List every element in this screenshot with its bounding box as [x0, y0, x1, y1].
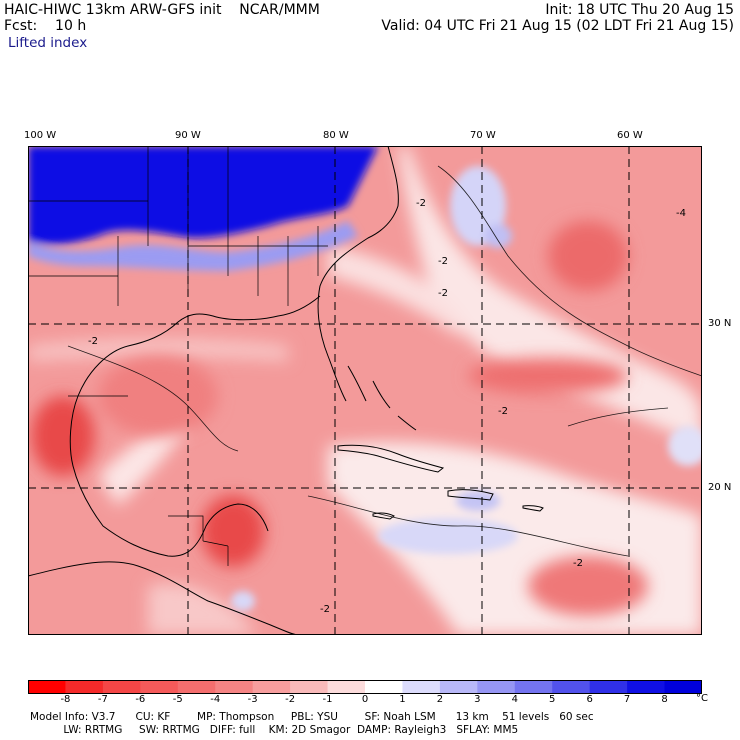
model-title: HAIC-HIWC 13km ARW-GFS init NCAR/MMM [4, 2, 320, 18]
colorbar-swatch [327, 680, 366, 694]
colorbar-tick-label: -1 [322, 694, 333, 705]
lifted-index-map: -2 -2 -2 -2 -2 -2 -2 -4 [28, 146, 702, 635]
contour-label-6: -2 [573, 558, 583, 569]
contour-label-4: -2 [88, 336, 98, 347]
colorbar-tick-label: 0 [361, 694, 369, 705]
blue-patch-hispaniola [456, 491, 500, 511]
colorbar-swatch [102, 680, 141, 694]
red-core-texas [31, 396, 95, 476]
colorbar-swatch [177, 680, 216, 694]
blue-region-usa [28, 146, 378, 245]
colorbar-swatch [290, 680, 329, 694]
colorbar-swatch [439, 680, 478, 694]
lon-label-60w: 60 W [617, 130, 643, 141]
contour-label-2: -2 [438, 256, 448, 267]
colorbar-tick-label: -4 [210, 694, 221, 705]
colorbar-swatch [477, 680, 516, 694]
model-info-line2: LW: RRTMG SW: RRTMG DIFF: full KM: 2D Sm… [30, 724, 519, 736]
red-core-south [528, 556, 648, 616]
colorbar-tick-label: -5 [172, 694, 183, 705]
lat-label-20n: 20 N [708, 482, 732, 493]
colorbar-swatch [589, 680, 628, 694]
coastline-us-east [317, 146, 399, 402]
red-core-atlantic-band [468, 358, 628, 394]
coastline-puerto-rico [522, 505, 544, 512]
pale-gulf-diagonal [98, 424, 188, 506]
blue-fringe-usa [28, 221, 358, 271]
lat-label-30n: 30 N [708, 318, 732, 329]
colorbar-tick-label: -6 [135, 694, 146, 705]
colorbar-swatch [252, 680, 291, 694]
init-time: Init: 18 UTC Thu 20 Aug 15 [545, 2, 734, 18]
colorbar-tick-label: 7 [623, 694, 631, 705]
colorbar-frame [28, 680, 702, 694]
contour-south [307, 495, 629, 557]
pale-pacific [148, 583, 258, 635]
blue-patch-atlantic-2 [484, 224, 512, 248]
colorbar-tick-label: -7 [97, 694, 108, 705]
lon-label-90w: 90 W [175, 130, 201, 141]
colorbar-swatch [65, 680, 104, 694]
coastline-central-america [28, 561, 299, 635]
coastline-jamaica [372, 512, 395, 520]
contour-label-7: -2 [320, 604, 330, 615]
colorbar-tick-label: 1 [399, 694, 406, 705]
field-name: Lifted index [8, 35, 88, 51]
contour-label-1: -2 [416, 198, 426, 209]
blue-patch-central-am [231, 591, 255, 611]
contour-label-8: -4 [676, 208, 686, 219]
colorbar-tick-label: -8 [60, 694, 71, 705]
colorbar-tick-label: -3 [247, 694, 258, 705]
colorbar-tick-label: 6 [586, 694, 593, 705]
pale-band-atlantic [398, 146, 702, 446]
map-frame [28, 146, 702, 635]
lon-label-100w: 100 W [24, 130, 57, 141]
contour-atlantic [437, 165, 702, 377]
colorbar-tick-label: 5 [549, 694, 556, 705]
coastline-gulf [69, 295, 321, 557]
coastline-cuba [337, 444, 445, 473]
colorbar-swatch [402, 680, 441, 694]
border-lines [28, 146, 328, 566]
colorbar-swatch [365, 680, 403, 694]
model-info-line1: Model Info: V3.7 CU: KF MP: Thompson PBL… [30, 711, 594, 723]
red-core-gulf [98, 356, 218, 436]
colorbar [28, 680, 702, 694]
contour-label-3: -2 [438, 288, 448, 299]
lon-label-70w: 70 W [470, 130, 496, 141]
colorbar-tick-label: 4 [511, 694, 518, 705]
forecast-hour: Fcst: 10 h [4, 18, 87, 34]
colorbar-swatch [215, 680, 254, 694]
coastline-hispaniola [447, 489, 494, 501]
valid-time: Valid: 04 UTC Fri 21 Aug 15 (02 LDT Fri … [381, 18, 734, 34]
colorbar-tick-label: 2 [436, 694, 444, 705]
contour-east [567, 407, 669, 427]
red-core-yucatan [201, 495, 265, 567]
colorbar-tick-label: 3 [474, 694, 481, 705]
colorbar-swatch [514, 680, 553, 694]
colorbar-swatch [28, 680, 66, 694]
contour-label-5: -2 [498, 406, 508, 417]
lon-label-80w: 80 W [323, 130, 349, 141]
coastline-bahamas [347, 365, 417, 431]
colorbar-unit: °C [696, 693, 708, 704]
red-core-atlantic-ne [548, 221, 628, 291]
contour-gulf [67, 345, 239, 452]
colorbar-tick-label: -2 [285, 694, 296, 705]
blue-patch-caribbean [378, 518, 518, 554]
colorbar-swatch [552, 680, 591, 694]
blue-patch-east [668, 426, 702, 466]
pale-band-north [328, 246, 468, 336]
colorbar-swatch [140, 680, 179, 694]
colorbar-tick-label: 8 [661, 694, 668, 705]
colorbar-swatch [664, 680, 702, 694]
colorbar-swatch [627, 680, 666, 694]
